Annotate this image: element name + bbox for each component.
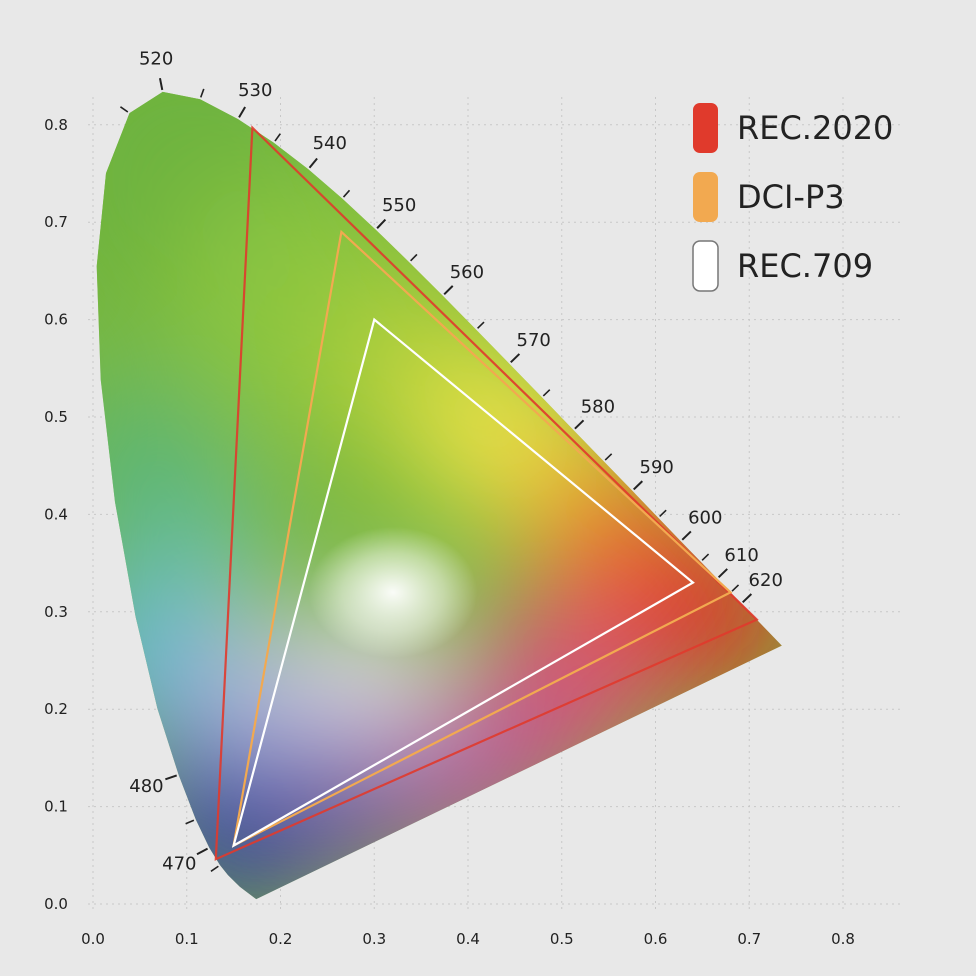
wavelength-minor-tick-525 [199,88,205,98]
wavelength-minor-tick-565 [477,321,485,329]
y-axis: 0.0 0.1 0.2 0.3 0.4 0.5 0.6 0.7 0.8 [44,116,68,913]
wavelength-tick-590 [632,480,644,491]
wavelength-label-620: 620 [749,570,783,591]
wavelength-label-470: 470 [162,854,196,875]
wavelength-label-610: 610 [724,545,758,566]
y-tick-label-0.5: 0.5 [44,408,68,426]
wavelength-tick-470 [196,847,209,856]
wavelength-minor-tick-515 [119,106,129,113]
wavelength-tick-480 [165,774,178,781]
wavelength-minor-tick-545 [342,189,351,198]
wavelength-minor-tick-605 [701,553,710,561]
wavelength-label-560: 560 [450,262,484,283]
x-tick-label-0.6: 0.6 [644,930,668,948]
y-tick-label-0.6: 0.6 [44,311,68,329]
wavelength-tick-580 [574,419,585,430]
wavelength-minor-tick-615 [731,584,740,592]
y-tick-label-0.4: 0.4 [44,505,68,523]
wavelength-minor-tick-535 [274,133,281,142]
wavelength-tick-610 [717,568,728,579]
x-tick-label-0.0: 0.0 [81,930,105,948]
wavelength-label-590: 590 [640,457,674,478]
x-tick-label-0.3: 0.3 [362,930,386,948]
wavelength-tick-550 [376,218,387,229]
wavelength-label-580: 580 [581,396,615,417]
legend: REC.2020 DCI-P3 REC.709 [692,103,893,292]
spectral-locus-fill [96,91,782,900]
wavelength-label-570: 570 [517,330,551,351]
x-tick-label-0.5: 0.5 [550,930,574,948]
wavelength-minor-tick-595 [659,509,667,517]
gamut-triangle-rec-2020 [214,125,759,861]
wavelength-ticks [119,77,753,872]
wavelength-minor-tick-475 [185,819,195,825]
wavelength-minor-tick-465 [210,865,219,872]
legend-label-rec-2020: REC.2020 [737,109,893,147]
y-tick-label-0.7: 0.7 [44,213,68,231]
wavelength-tick-560 [443,285,454,296]
wavelength-label-480: 480 [129,776,163,797]
x-tick-label-0.7: 0.7 [737,930,761,948]
wavelength-minor-tick-575 [542,389,551,397]
legend-swatch-dci-p3 [693,172,718,222]
legend-label-dci-p3: DCI-P3 [737,178,845,216]
y-tick-label-0.8: 0.8 [44,116,68,134]
gamut-triangles [214,125,759,861]
wavelength-label-520: 520 [139,49,173,70]
x-tick-label-0.8: 0.8 [831,930,855,948]
wavelength-label-550: 550 [382,195,416,216]
x-tick-label-0.4: 0.4 [456,930,480,948]
legend-label-rec-709: REC.709 [737,247,873,285]
color-blob-6 [627,527,782,697]
x-tick-label-0.2: 0.2 [269,930,293,948]
wavelength-tick-620 [742,593,753,604]
color-blob-14 [96,381,225,551]
y-tick-label-0.2: 0.2 [44,700,68,718]
wavelength-label-540: 540 [313,133,347,154]
wavelength-tick-520 [158,77,164,91]
wavelength-minor-tick-585 [604,453,613,461]
legend-swatch-rec-709 [692,240,719,292]
x-axis: 0.0 0.1 0.2 0.3 0.4 0.5 0.6 0.7 0.8 [81,930,855,948]
y-tick-label-0.0: 0.0 [44,895,68,913]
x-tick-label-0.1: 0.1 [175,930,199,948]
wavelength-label-530: 530 [238,80,272,101]
wavelength-tick-540 [308,157,318,169]
wavelength-tick-570 [510,353,521,364]
gamut-triangle-rec-709 [231,317,695,848]
wavelength-tick-530 [238,106,246,118]
y-tick-label-0.3: 0.3 [44,603,68,621]
y-tick-label-0.1: 0.1 [44,798,68,816]
wavelength-minor-tick-555 [410,253,418,262]
wavelength-label-600: 600 [688,508,722,529]
legend-swatch-rec-2020 [693,103,718,153]
wavelength-tick-600 [681,530,692,541]
gamut-triangle-dci-p3 [232,229,733,848]
